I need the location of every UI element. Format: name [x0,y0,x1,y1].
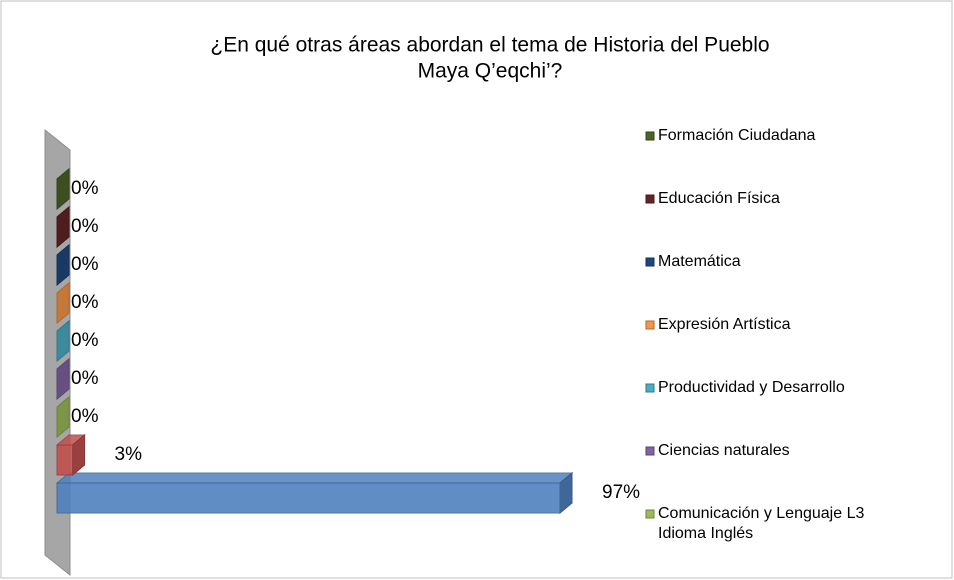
data-label: 3% [115,444,143,465]
bar-face [56,444,74,476]
bar-face [56,243,70,287]
legend-swatch [645,131,655,141]
legend-label: Expresión Artística [658,316,791,333]
data-label: 0% [71,406,99,427]
bar-face [56,357,70,401]
legend [636,118,948,558]
data-label: 0% [71,254,99,275]
bar [56,395,70,439]
bar-face [56,167,70,211]
bar-face [56,482,561,514]
legend-swatch [645,383,655,393]
bar-face [56,319,70,363]
legend-swatch [645,509,655,519]
bar-face [56,281,70,325]
legend-label: Idioma Inglés [658,525,753,542]
legend-swatch [645,194,655,204]
data-label: 0% [71,330,99,351]
bar [56,281,70,325]
chart-title: ¿En qué otras áreas abordan el tema de H… [210,34,769,57]
chart-title: Maya Q’eqchi’? [418,60,563,83]
bar [56,205,70,249]
legend-label: Educación Física [658,190,780,207]
legend-swatch [645,446,655,456]
data-label: 0% [71,178,99,199]
bar [55,433,86,477]
data-label: 0% [71,368,99,389]
bar-face [56,395,70,439]
legend-label: Formación Ciudadana [658,127,816,144]
data-label: 97% [602,482,640,503]
data-label: 0% [71,292,99,313]
legend-label: Ciencias naturales [658,442,790,459]
legend-label: Matemática [658,253,741,270]
legend-swatch [645,320,655,330]
bar [55,471,574,515]
bar [56,319,70,363]
legend-swatch [645,257,655,267]
bar [56,167,70,211]
bar [56,243,70,287]
bar-face [56,205,70,249]
data-label: 0% [71,216,99,237]
bar [56,357,70,401]
bar-face [55,472,574,484]
legend-label: Comunicación y Lenguaje L3 [658,505,864,522]
legend-label: Productividad y Desarrollo [658,379,845,396]
